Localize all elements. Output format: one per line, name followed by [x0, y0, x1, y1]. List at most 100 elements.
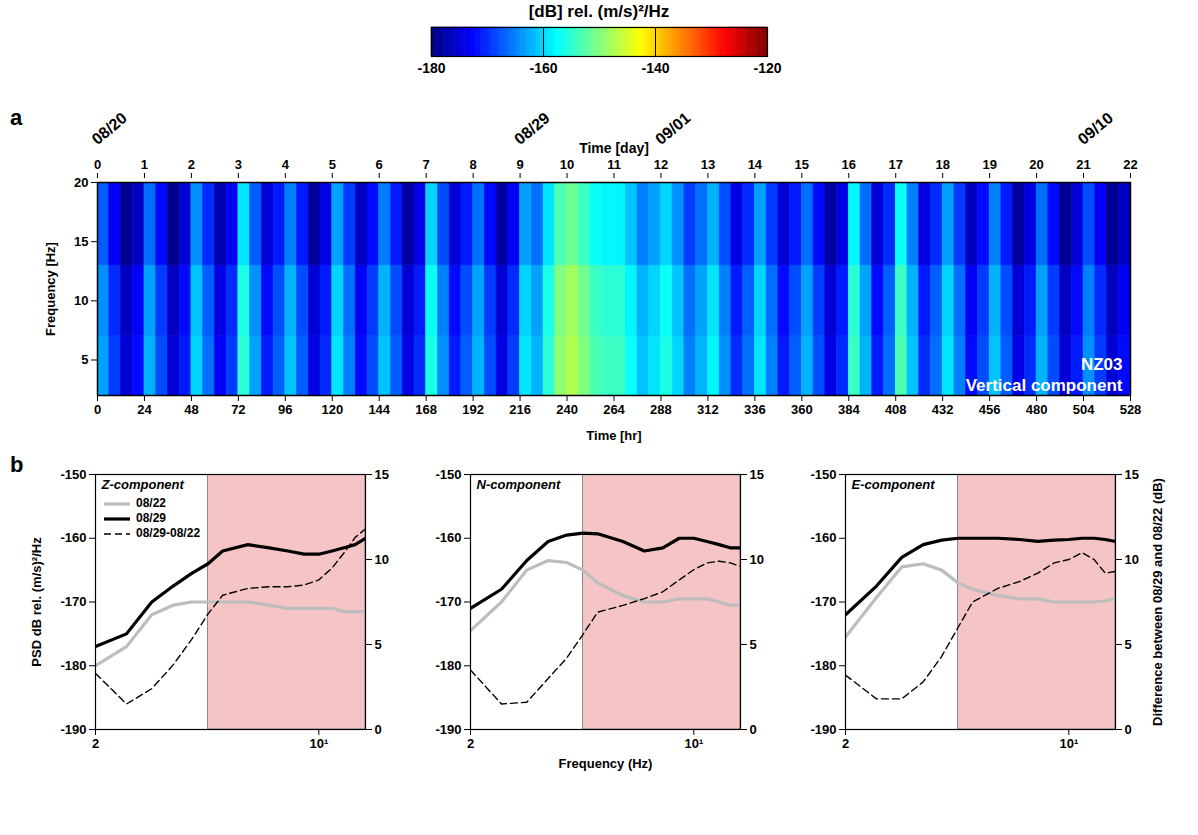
svg-text:12: 12 [654, 157, 668, 172]
svg-text:20: 20 [74, 175, 88, 190]
svg-text:0: 0 [1125, 722, 1132, 737]
svg-text:-160: -160 [529, 60, 557, 76]
svg-text:10: 10 [1125, 552, 1139, 567]
svg-text:0: 0 [750, 722, 757, 737]
svg-text:11: 11 [607, 157, 621, 172]
svg-text:10: 10 [74, 293, 88, 308]
svg-text:5: 5 [1125, 637, 1132, 652]
svg-text:456: 456 [979, 402, 1001, 417]
svg-text:Difference between 08/29 and 0: Difference between 08/29 and 08/22 (dB) [1150, 478, 1165, 726]
svg-text:480: 480 [1026, 402, 1048, 417]
svg-text:504: 504 [1073, 402, 1095, 417]
svg-text:360: 360 [791, 402, 813, 417]
svg-text:-150: -150 [60, 467, 86, 482]
svg-text:528: 528 [1120, 402, 1142, 417]
svg-text:10¹: 10¹ [684, 736, 703, 751]
svg-text:Time [day]: Time [day] [579, 140, 649, 156]
svg-text:264: 264 [603, 402, 625, 417]
svg-text:7: 7 [423, 157, 430, 172]
svg-text:5: 5 [750, 637, 757, 652]
svg-text:Time [hr]: Time [hr] [586, 428, 641, 443]
svg-text:3: 3 [235, 157, 242, 172]
svg-text:17: 17 [888, 157, 902, 172]
svg-text:Vertical component: Vertical component [966, 376, 1123, 395]
svg-text:2: 2 [188, 157, 195, 172]
svg-text:120: 120 [321, 402, 343, 417]
svg-text:168: 168 [415, 402, 437, 417]
svg-text:E-component: E-component [852, 477, 936, 492]
svg-text:-170: -170 [60, 594, 86, 609]
svg-text:72: 72 [231, 402, 245, 417]
svg-text:6: 6 [376, 157, 383, 172]
svg-text:5: 5 [81, 352, 88, 367]
svg-text:19: 19 [982, 157, 996, 172]
svg-text:8: 8 [470, 157, 477, 172]
svg-text:-180: -180 [417, 60, 445, 76]
svg-text:-160: -160 [60, 530, 86, 545]
svg-text:09/10: 09/10 [1075, 109, 1117, 148]
svg-text:21: 21 [1076, 157, 1090, 172]
svg-text:192: 192 [462, 402, 484, 417]
svg-text:4: 4 [282, 157, 290, 172]
svg-text:144: 144 [368, 402, 390, 417]
svg-text:10: 10 [560, 157, 574, 172]
svg-text:216: 216 [509, 402, 531, 417]
svg-text:22: 22 [1123, 157, 1137, 172]
svg-text:24: 24 [137, 402, 152, 417]
svg-text:N-component: N-component [477, 477, 561, 492]
svg-text:20: 20 [1029, 157, 1043, 172]
svg-text:10¹: 10¹ [1059, 736, 1078, 751]
svg-text:Frequency (Hz): Frequency (Hz) [559, 756, 653, 771]
svg-text:14: 14 [748, 157, 763, 172]
svg-text:288: 288 [650, 402, 672, 417]
svg-text:PSD dB rel. (m/s)²/Hz: PSD dB rel. (m/s)²/Hz [29, 537, 44, 667]
svg-text:9: 9 [516, 157, 523, 172]
svg-text:2: 2 [467, 736, 474, 751]
svg-text:-120: -120 [753, 60, 781, 76]
svg-text:NZ03: NZ03 [1081, 355, 1123, 374]
svg-text:-160: -160 [435, 530, 461, 545]
svg-text:0: 0 [94, 157, 101, 172]
svg-text:10: 10 [375, 552, 389, 567]
svg-text:-150: -150 [435, 467, 461, 482]
svg-text:96: 96 [278, 402, 292, 417]
svg-text:15: 15 [795, 157, 809, 172]
svg-text:18: 18 [935, 157, 949, 172]
svg-text:-150: -150 [810, 467, 836, 482]
svg-text:-140: -140 [641, 60, 669, 76]
svg-text:-190: -190 [810, 722, 836, 737]
svg-text:2: 2 [92, 736, 99, 751]
svg-text:15: 15 [750, 467, 764, 482]
svg-text:08/20: 08/20 [89, 109, 131, 148]
svg-text:10: 10 [750, 552, 764, 567]
svg-text:16: 16 [842, 157, 856, 172]
svg-text:432: 432 [932, 402, 954, 417]
svg-text:5: 5 [375, 637, 382, 652]
svg-text:312: 312 [697, 402, 719, 417]
svg-text:15: 15 [1125, 467, 1139, 482]
svg-text:384: 384 [838, 402, 860, 417]
svg-text:1: 1 [141, 157, 148, 172]
svg-text:408: 408 [885, 402, 907, 417]
svg-text:-160: -160 [810, 530, 836, 545]
svg-text:0: 0 [94, 402, 101, 417]
svg-text:15: 15 [74, 234, 88, 249]
svg-text:-190: -190 [435, 722, 461, 737]
svg-text:-190: -190 [60, 722, 86, 737]
svg-text:5: 5 [329, 157, 336, 172]
svg-text:-180: -180 [435, 658, 461, 673]
svg-text:-180: -180 [810, 658, 836, 673]
svg-text:-180: -180 [60, 658, 86, 673]
svg-text:48: 48 [184, 402, 198, 417]
svg-text:15: 15 [375, 467, 389, 482]
svg-text:240: 240 [556, 402, 578, 417]
svg-text:-170: -170 [435, 594, 461, 609]
svg-text:-170: -170 [810, 594, 836, 609]
svg-text:08/29: 08/29 [511, 109, 553, 148]
svg-text:13: 13 [701, 157, 715, 172]
svg-text:0: 0 [375, 722, 382, 737]
svg-text:10¹: 10¹ [309, 736, 328, 751]
svg-text:336: 336 [744, 402, 766, 417]
svg-text:Frequency [Hz]: Frequency [Hz] [43, 242, 58, 336]
svg-text:Z-component: Z-component [101, 477, 185, 492]
